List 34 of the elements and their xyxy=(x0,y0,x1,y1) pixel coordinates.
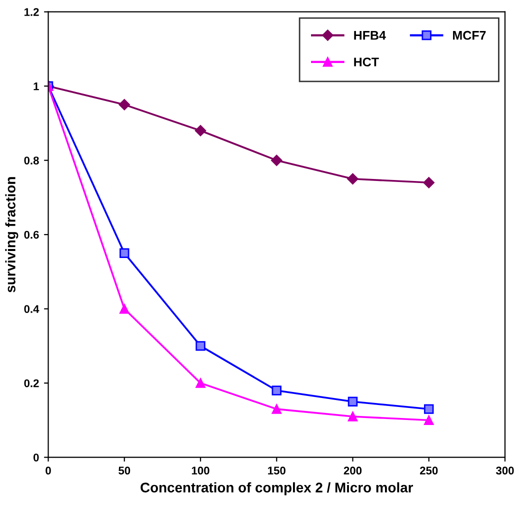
point xyxy=(272,404,282,414)
x-tick-label: 0 xyxy=(46,466,51,475)
point xyxy=(120,304,130,314)
point xyxy=(347,173,358,185)
legend-label: HFB4 xyxy=(354,31,386,40)
point xyxy=(196,378,206,388)
legend-label: HCT xyxy=(354,58,379,66)
x-tick-label: 50 xyxy=(118,466,130,475)
point xyxy=(196,341,206,351)
point xyxy=(348,396,358,406)
legend-label: MCF7 xyxy=(453,30,486,40)
y-tick-label: 0.8 xyxy=(24,156,39,164)
point xyxy=(118,99,130,110)
x-tick-label: 200 xyxy=(344,466,362,475)
x-tick-label: 250 xyxy=(420,466,438,475)
x-axis-title: Concentration of complex 2 / Micro molar xyxy=(140,482,414,496)
y-tick-label: 1 xyxy=(34,82,39,90)
y-tick-label: 1.2 xyxy=(24,8,39,16)
point xyxy=(194,125,206,136)
x-tick-label: 100 xyxy=(192,466,210,475)
x-tick-label: 150 xyxy=(268,466,286,475)
point xyxy=(424,404,434,414)
point xyxy=(271,154,282,166)
point xyxy=(120,248,130,258)
point xyxy=(272,386,282,396)
point xyxy=(423,177,434,188)
x-tick-label: 300 xyxy=(496,466,514,475)
point xyxy=(424,415,434,426)
y-tick-label: 0.2 xyxy=(24,379,39,388)
y-tick-label: 0.6 xyxy=(24,230,39,239)
y-tick-label: 0 xyxy=(34,454,39,462)
point xyxy=(348,412,358,422)
y-axis-title: surviving fraction xyxy=(5,177,18,292)
y-tick-label: 0.4 xyxy=(24,305,40,313)
